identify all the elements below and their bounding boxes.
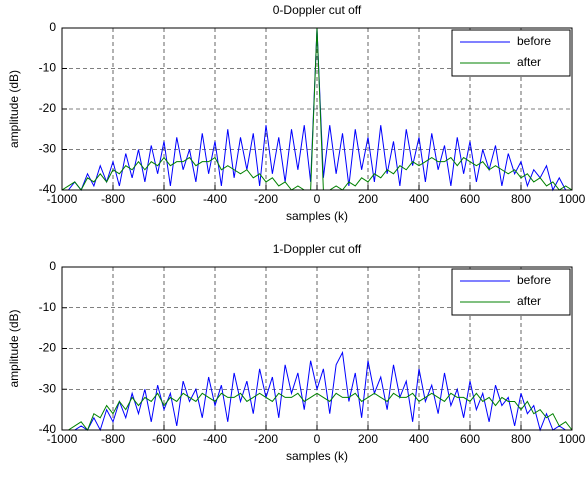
legend-label: before [517, 34, 551, 48]
x-tick-label: 1000 [559, 192, 586, 206]
x-tick-label: 600 [460, 192, 480, 206]
x-tick-label: 1000 [559, 432, 586, 446]
x-axis-label: samples (k) [286, 449, 348, 463]
x-tick-label: -600 [152, 192, 176, 206]
x-tick-label: 200 [358, 432, 378, 446]
x-tick-label: 800 [511, 432, 531, 446]
data-line [62, 392, 573, 431]
y-tick-label: -10 [39, 61, 57, 75]
y-tick-label: -10 [39, 300, 57, 314]
x-tick-label: -1000 [47, 432, 78, 446]
y-tick-label: 0 [49, 20, 56, 34]
x-tick-label: 800 [511, 192, 531, 206]
legend: before after [451, 268, 571, 316]
y-tick-label: -20 [39, 341, 57, 355]
chart-title: 1-Doppler cut off [273, 242, 362, 256]
legend-label: after [517, 55, 541, 69]
axes-box [61, 266, 573, 431]
y-tick-label: 0 [49, 259, 56, 273]
x-tick-label: -400 [203, 432, 227, 446]
x-tick-label: 400 [409, 432, 429, 446]
x-tick-label: -600 [152, 432, 176, 446]
x-tick-label: 400 [409, 192, 429, 206]
legend-label: before [517, 273, 551, 287]
x-tick-label: 200 [358, 192, 378, 206]
y-tick-label: -40 [39, 422, 57, 436]
legend-label: after [517, 294, 541, 308]
axes-box [61, 27, 573, 191]
chart-title: 0-Doppler cut off [273, 3, 362, 17]
y-axis-label: amplitude (dB) [7, 309, 21, 387]
legend: before after [451, 29, 571, 77]
data-line [62, 350, 572, 432]
y-tick-label: -30 [39, 381, 57, 395]
x-tick-label: -800 [101, 432, 125, 446]
y-tick-label: -30 [39, 142, 57, 156]
x-axis-label: samples (k) [286, 209, 348, 223]
x-tick-label: 600 [460, 432, 480, 446]
legend-box [451, 268, 571, 316]
y-axis-label: amplitude (dB) [7, 70, 21, 148]
x-tick-label: 0 [314, 432, 321, 446]
x-tick-label: -800 [101, 192, 125, 206]
x-tick-label: -400 [203, 192, 227, 206]
x-tick-label: -200 [254, 432, 278, 446]
y-tick-label: -40 [39, 182, 57, 196]
x-tick-label: 0 [314, 192, 321, 206]
y-tick-label: -20 [39, 101, 57, 115]
x-tick-label: -1000 [47, 192, 78, 206]
x-tick-label: -200 [254, 192, 278, 206]
legend-box [451, 29, 571, 77]
